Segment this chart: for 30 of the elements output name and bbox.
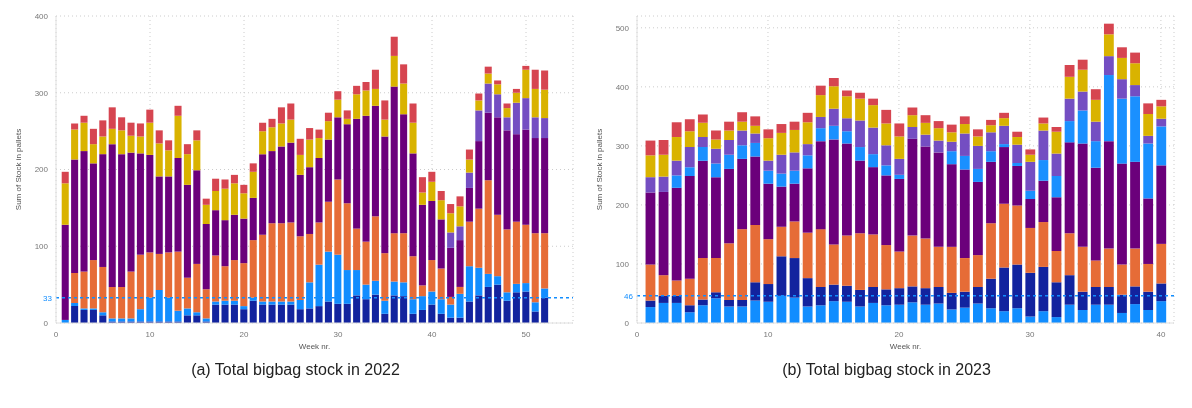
x-tick-label: 10 bbox=[145, 329, 155, 339]
y-tick-label: 0 bbox=[624, 318, 630, 328]
x-tick-label: 20 bbox=[894, 329, 904, 339]
x-tick-label: 40 bbox=[1156, 329, 1166, 339]
y-tick-label: 400 bbox=[34, 11, 49, 21]
x-tick-label: 40 bbox=[427, 329, 437, 339]
text: (a) Total bigbag stock in 2022 bbox=[190, 361, 401, 379]
x-tick-label: 20 bbox=[239, 329, 249, 339]
ref-line-label: 46 bbox=[624, 291, 634, 301]
y-tick-label: 500 bbox=[615, 23, 630, 33]
y-tick-label: 100 bbox=[34, 242, 49, 252]
x-tick-label: 0 bbox=[634, 329, 640, 339]
x-axis-title: Week nr. bbox=[298, 342, 331, 351]
y-tick-label: 300 bbox=[34, 88, 49, 98]
y-tick-label: 0 bbox=[43, 318, 49, 328]
y-tick-label: 300 bbox=[615, 141, 630, 151]
y-axis-title: Sum of Stock in pallets bbox=[594, 128, 604, 211]
x-tick-label: 10 bbox=[763, 329, 773, 339]
x-axis-title: Week nr. bbox=[889, 342, 922, 351]
y-axis-title: Sum of Stock in pallets bbox=[13, 128, 23, 211]
y-tick-label: 200 bbox=[34, 165, 49, 175]
ref-line-label: 33 bbox=[43, 293, 53, 303]
text: (b) Total bigbag stock in 2023 bbox=[781, 361, 992, 379]
y-tick-label: 100 bbox=[615, 259, 630, 269]
x-tick-label: 0 bbox=[53, 329, 59, 339]
x-tick-label: 50 bbox=[521, 329, 531, 339]
x-tick-label: 30 bbox=[333, 329, 343, 339]
y-tick-label: 200 bbox=[615, 200, 630, 210]
y-tick-label: 400 bbox=[615, 82, 630, 92]
x-tick-label: 30 bbox=[1025, 329, 1035, 339]
